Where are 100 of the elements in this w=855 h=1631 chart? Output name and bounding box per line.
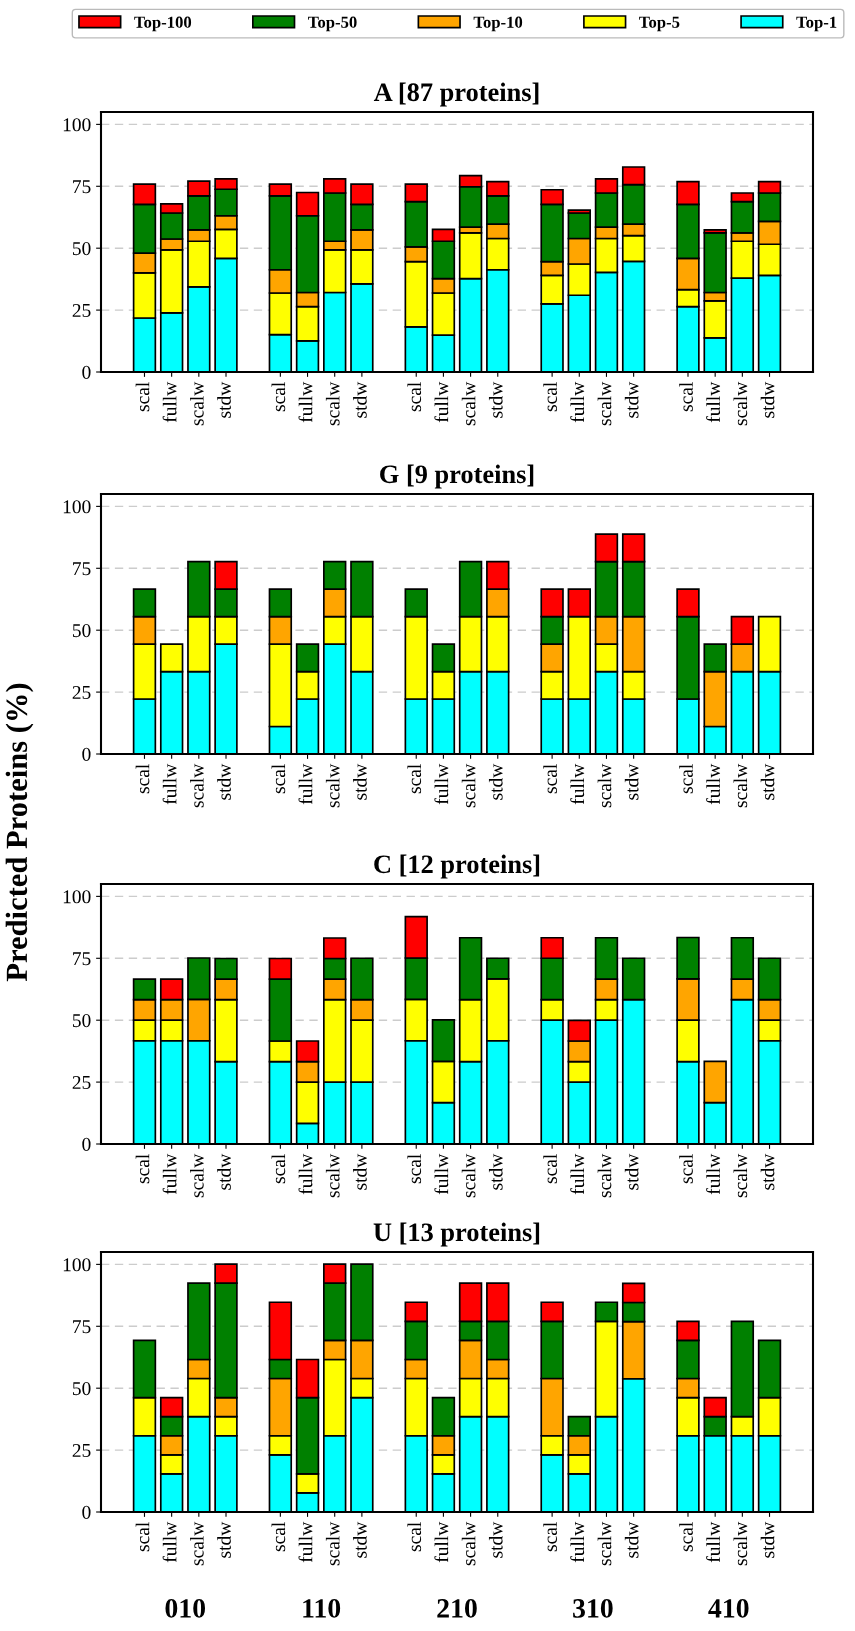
x-tick-label: scal — [271, 1154, 286, 1184]
x-tick-label: stdw — [488, 763, 503, 800]
x-tick-label: stdw — [217, 763, 231, 800]
x-tick-label: stdw — [760, 1153, 775, 1190]
y-tick-label: 100 — [63, 890, 91, 904]
x-tick-label: stdw — [488, 381, 503, 418]
y-tick-label: 100 — [63, 1258, 91, 1272]
x-tick-label: scal — [271, 382, 286, 412]
x-tick-label: scal — [543, 764, 557, 794]
x-tick-label: scal — [407, 1154, 422, 1184]
x-tick-label: fullw — [706, 1153, 721, 1195]
text: 010 — [165, 1599, 206, 1618]
x-tick-label: stdw — [760, 763, 775, 800]
x-tick-label: fullw — [570, 381, 585, 423]
x-tick-label: scalw — [325, 381, 340, 426]
x-tick-label: stdw — [353, 763, 367, 800]
x-tick-label: scalw — [461, 763, 476, 808]
x-tick-label: fullw — [298, 1153, 313, 1195]
x-tick-label: scalw — [325, 1153, 340, 1198]
x-tick-label: fullw — [298, 1521, 313, 1563]
x-tick-label: scal — [679, 1154, 693, 1184]
y-tick-label: 75 — [73, 952, 91, 966]
y-tick-label: 100 — [63, 500, 91, 514]
x-tick-label: scal — [135, 764, 150, 794]
y-tick-label: 0 — [82, 747, 91, 761]
x-tick-label: scalw — [733, 381, 748, 426]
chart-title: A [87 proteins] — [373, 82, 539, 107]
y-tick-label: 0 — [82, 1137, 91, 1151]
x-tick-label: stdw — [624, 763, 639, 800]
x-tick-label: scalw — [597, 1521, 612, 1566]
legend-label: Top-100 — [134, 16, 192, 32]
legend-label: Top-1 — [796, 16, 837, 32]
text: 310 — [573, 1599, 613, 1618]
x-tick-label: fullw — [162, 1153, 177, 1195]
x-tick-label: scal — [407, 764, 422, 794]
y-tick-label: 50 — [72, 1382, 91, 1396]
x-tick-label: scal — [543, 382, 557, 412]
x-tick-label: fullw — [162, 763, 177, 805]
y-tick-label: 50 — [72, 1014, 91, 1028]
y-tick-label: 50 — [72, 624, 91, 638]
x-tick-label: fullw — [706, 381, 721, 423]
y-axis-title: Predicted Proteins (%) — [5, 683, 34, 982]
x-tick-label: scalw — [597, 763, 612, 808]
x-tick-label: scalw — [733, 1153, 748, 1198]
x-tick-label: stdw — [217, 1153, 231, 1190]
x-tick-label: fullw — [570, 1153, 585, 1195]
x-tick-label: scalw — [461, 1153, 476, 1198]
x-tick-label: fullw — [298, 763, 313, 805]
x-tick-label: stdw — [217, 381, 231, 418]
x-tick-label: scal — [407, 382, 422, 412]
x-tick-label: scalw — [461, 381, 476, 426]
legend-label: Top-5 — [639, 16, 680, 32]
x-tick-label: scalw — [325, 763, 340, 808]
x-tick-label: stdw — [624, 381, 639, 418]
x-tick-label: scal — [543, 1522, 557, 1552]
x-tick-label: fullw — [706, 1521, 721, 1563]
x-tick-label: stdw — [353, 1521, 367, 1558]
x-tick-label: scalw — [190, 763, 204, 808]
x-tick-label: scal — [679, 764, 693, 794]
x-tick-label: stdw — [760, 381, 775, 418]
y-tick-label: 25 — [72, 303, 91, 318]
x-tick-label: stdw — [488, 1521, 503, 1558]
x-tick-label: fullw — [570, 763, 585, 805]
x-tick-label: scal — [679, 1522, 693, 1552]
legend-label: Top-50 — [308, 16, 357, 32]
x-tick-label: fullw — [434, 763, 449, 805]
x-tick-label: scalw — [597, 1153, 612, 1198]
x-tick-label: stdw — [353, 1153, 367, 1190]
chart-title: G [9 proteins] — [380, 464, 534, 489]
x-tick-label: stdw — [624, 1521, 639, 1558]
y-tick-label: 25 — [72, 685, 91, 700]
x-tick-label: scal — [135, 382, 150, 412]
y-tick-label: 25 — [72, 1075, 91, 1090]
x-tick-label: scalw — [325, 1521, 340, 1566]
y-tick-label: 75 — [73, 180, 91, 194]
x-tick-label: scalw — [190, 1153, 204, 1198]
x-tick-label: fullw — [162, 1521, 177, 1563]
x-tick-label: stdw — [353, 381, 367, 418]
y-tick-label: 100 — [63, 118, 91, 132]
x-tick-label: scalw — [733, 763, 748, 808]
x-tick-label: fullw — [570, 1521, 585, 1563]
x-tick-label: fullw — [162, 381, 177, 423]
x-tick-label: scal — [543, 1154, 557, 1184]
y-tick-label: 0 — [82, 1505, 91, 1519]
x-tick-label: scal — [679, 382, 693, 412]
text: 410 — [708, 1599, 749, 1618]
chart-title: C [12 proteins] — [374, 854, 540, 879]
y-tick-label: 75 — [73, 562, 91, 576]
legend-label: Top-10 — [473, 16, 523, 32]
x-tick-label: fullw — [298, 381, 313, 423]
x-tick-label: fullw — [434, 381, 449, 423]
x-tick-label: fullw — [706, 763, 721, 805]
text: 110 — [303, 1599, 341, 1618]
chart-title: U [13 proteins] — [373, 1222, 540, 1247]
x-tick-label: scal — [407, 1522, 422, 1552]
y-tick-label: 25 — [72, 1443, 91, 1458]
x-tick-label: scalw — [461, 1521, 476, 1566]
y-tick-label: 0 — [82, 365, 91, 379]
x-tick-label: fullw — [434, 1521, 449, 1563]
x-tick-label: scal — [271, 1522, 286, 1552]
